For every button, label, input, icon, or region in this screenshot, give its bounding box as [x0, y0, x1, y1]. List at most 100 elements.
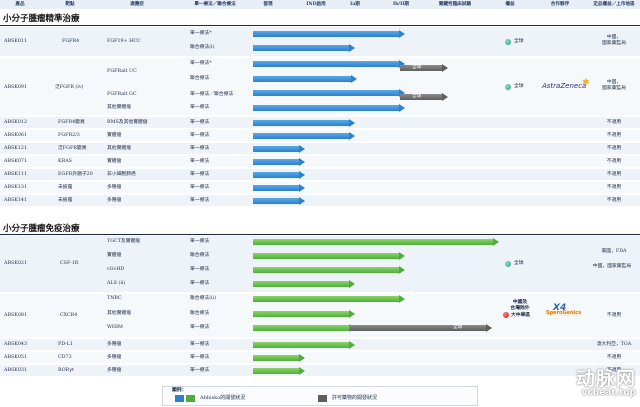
col-target: 靶點: [65, 2, 75, 7]
progress-bar: [253, 325, 349, 331]
product-cell: ABSK043: [4, 342, 28, 347]
region-cell: 不適用: [606, 172, 622, 177]
target-cell: EGFR外顯子20: [58, 172, 93, 177]
section-title-immuno: 小分子腫瘤免疫治療: [3, 224, 80, 234]
region-cell: 不適用: [606, 146, 622, 151]
rights-excluded-absk081: 中國及 台灣除外: [510, 299, 530, 311]
licensed-progress-bar: [350, 325, 486, 331]
therapy-absk011-1: 單一療法*: [190, 31, 212, 36]
progress-arrow: [351, 75, 357, 83]
progress-bar: [253, 61, 399, 67]
therapy-absk021-3: 單一療法: [190, 267, 210, 272]
indication-cell: 多種瘤: [107, 185, 122, 190]
therapy-absk081-2: 聯合療法: [190, 311, 210, 316]
target-cell: FGFR2/3: [58, 133, 80, 138]
globe-icon: [505, 39, 511, 45]
col-therapy: 單一療法／聯合療法: [194, 2, 236, 7]
therapy-absk091-1: 單一療法*: [190, 61, 212, 66]
therapy-absk091-3: 單一療法／聯合療法: [190, 92, 234, 97]
astrazeneca-logo: AstraZeneca: [542, 82, 587, 90]
progress-bar: [253, 185, 299, 191]
row-absk051: [0, 352, 640, 364]
col-indication: 適應症: [130, 2, 144, 7]
therapy-absk081-3: 單一療法: [190, 325, 210, 330]
indication-cell: 多種瘤: [107, 198, 122, 203]
progress-arrow: [299, 158, 305, 166]
therapy-absk021-2: 聯合療法: [190, 253, 210, 258]
progress-bar: [253, 90, 399, 96]
progress-bar: [253, 198, 299, 204]
region-absk021-1: 美國，FDA: [601, 249, 627, 254]
product-absk011: ABSK011: [4, 39, 28, 44]
product-cell: ABSK012: [4, 120, 28, 125]
therapy-cell: 單一療法: [190, 342, 210, 347]
col-phase1a: Ia期: [350, 2, 360, 7]
therapy-cell: 單一療法: [190, 120, 210, 125]
indication-cell: 非小細胞肺癌: [107, 172, 136, 177]
bar-label-global: 全球: [453, 325, 463, 330]
region-cell: 不適用: [606, 120, 622, 125]
indication-cell: 多種瘤: [107, 342, 122, 347]
col-partner: 合作夥伴: [550, 2, 570, 7]
indication-absk011: FGF19+ HCC: [107, 39, 141, 44]
col-pivotal: 關鍵性臨床試驗: [438, 2, 472, 7]
target-cell: CD73: [58, 355, 72, 360]
product-cell: ABSK131: [4, 185, 28, 190]
rights-absk091: 全球: [514, 84, 524, 89]
progress-arrow: [399, 252, 405, 260]
row-absk131: [0, 182, 640, 194]
progress-bar: [253, 120, 349, 126]
indication-absk081-1: TNBC: [107, 296, 122, 301]
therapy-cell: 單一療法: [190, 159, 210, 164]
watermark: 动脉网 vcbeat.top: [576, 370, 636, 398]
indication-absk021-4: ALS (ii): [107, 281, 126, 286]
legend-swatch-grey: [318, 395, 327, 402]
progress-arrow: [349, 341, 355, 349]
row-absk141: [0, 195, 640, 207]
region-cell: 不適用: [606, 159, 622, 164]
target-cell: RORγt: [58, 368, 74, 373]
progress-arrow: [399, 30, 405, 38]
progress-arrow: [299, 367, 305, 375]
rights-absk081: 大中華區: [511, 312, 531, 318]
region-absk021-2: 中國，國家藥監局: [592, 264, 632, 269]
progress-arrow: [349, 280, 355, 288]
indication-cell: 多種瘤: [107, 355, 122, 360]
progress-arrow: [399, 60, 405, 68]
progress-bar: [253, 342, 349, 348]
therapy-absk021-4: 單一療法: [190, 281, 210, 286]
progress-arrow: [399, 295, 405, 303]
therapy-cell: 單一療法: [190, 172, 210, 177]
region-cell: 不適用: [606, 368, 622, 373]
progress-bar: [253, 281, 349, 287]
progress-bar: [253, 45, 349, 51]
progress-bar: [253, 355, 299, 361]
progress-bar: [253, 159, 299, 165]
target-cell: 泛FGFR變異: [58, 146, 87, 151]
therapy-absk091-2: 聯合療法: [190, 76, 210, 81]
progress-arrow: [299, 145, 305, 153]
indication-absk081-2: 其他實體瘤: [107, 311, 131, 316]
therapy-cell: 單一療法: [190, 368, 210, 373]
target-absk011: FGFR4: [62, 39, 80, 44]
progress-bar: [253, 368, 299, 374]
globe-icon: [505, 84, 511, 90]
col-rights: 權益: [505, 2, 515, 7]
product-absk021: ABSK021: [4, 261, 28, 266]
row-absk071: [0, 156, 640, 168]
licensed-progress-bar: [400, 94, 442, 100]
astrazeneca-mark-icon: ✱: [582, 78, 590, 88]
x4-logo: X4: [553, 303, 567, 313]
rights-absk021: 全球: [514, 261, 524, 266]
therapy-absk011-2: 聯合療法(i): [190, 45, 215, 50]
target-cell: PD-L1: [58, 342, 74, 347]
legend-swatch-blue: [175, 395, 184, 402]
therapy-cell: 單一療法: [190, 185, 210, 190]
licensed-progress-arrow: [442, 64, 448, 72]
watermark-site: vcbeat.top: [581, 388, 636, 398]
product-cell: ABSK061: [4, 133, 28, 138]
progress-bar: [253, 296, 399, 302]
target-cell: FGFR4變異: [58, 120, 85, 125]
indication-cell: 實體瘤: [107, 133, 122, 138]
section-title-precision: 小分子腫瘤精準治療: [3, 14, 80, 24]
